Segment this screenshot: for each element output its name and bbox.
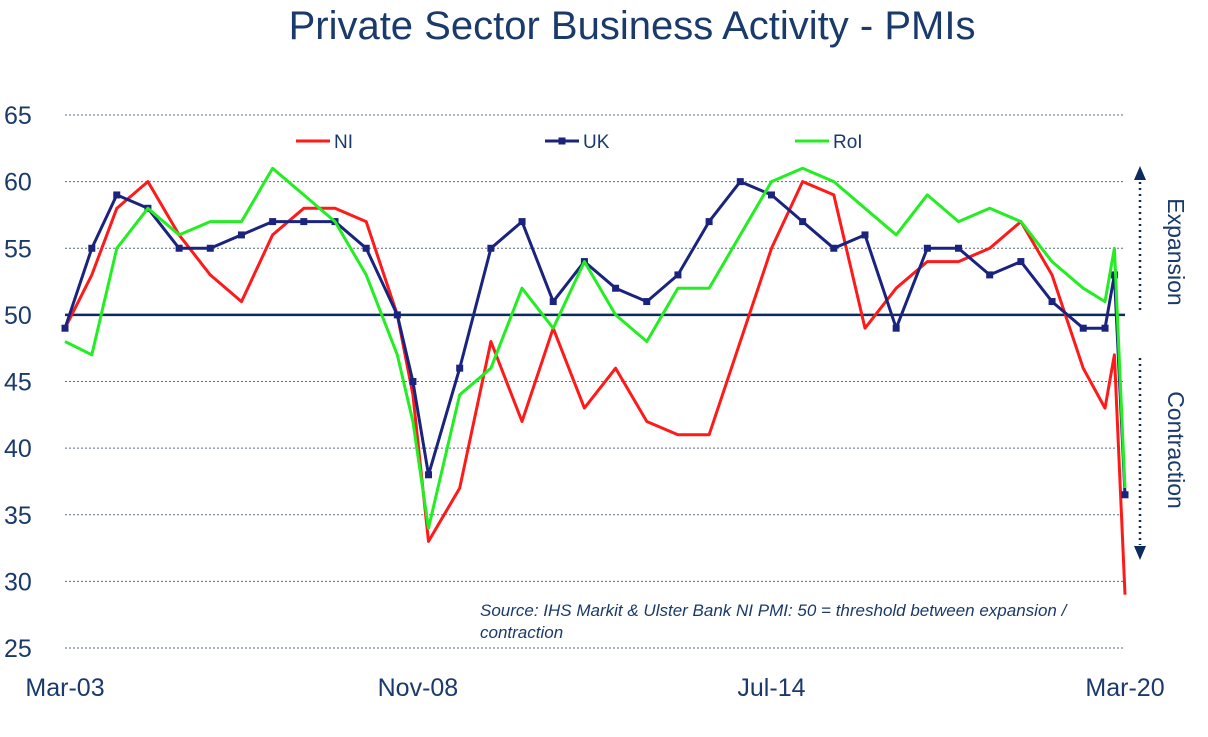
arrow-down-icon bbox=[1134, 546, 1146, 560]
series-uk-point bbox=[955, 244, 963, 252]
series-uk-point bbox=[1101, 324, 1109, 332]
contraction-label: Contraction bbox=[1163, 391, 1189, 509]
series-uk-point bbox=[799, 218, 807, 226]
series-uk-point bbox=[300, 218, 308, 226]
series-ni-line bbox=[63, 180, 1127, 595]
series-uk-point bbox=[487, 244, 495, 252]
series-uk-point bbox=[1121, 491, 1129, 499]
series-uk-point bbox=[1079, 324, 1087, 332]
y-tick-label: 35 bbox=[4, 502, 32, 530]
legend-item-uk: UK bbox=[545, 132, 610, 153]
series-lines bbox=[61, 166, 1129, 595]
series-uk-point bbox=[393, 311, 401, 319]
gridlines bbox=[65, 114, 1125, 649]
y-tick-label: 55 bbox=[4, 235, 32, 263]
x-tick-label: Mar-03 bbox=[25, 674, 104, 702]
source-note: Source: IHS Markit & Ulster Bank NI PMI:… bbox=[480, 601, 1067, 642]
series-uk-point bbox=[830, 244, 838, 252]
legend-label: RoI bbox=[833, 132, 863, 153]
legend-item-roi: RoI bbox=[795, 132, 863, 153]
series-uk-point bbox=[409, 378, 417, 385]
legend: NI UK RoI bbox=[296, 132, 863, 153]
series-uk-line bbox=[63, 180, 1127, 495]
series-uk-point bbox=[362, 244, 370, 252]
expansion-label: Expansion bbox=[1163, 198, 1189, 305]
y-tick-label: 65 bbox=[4, 102, 32, 130]
series-uk-point bbox=[612, 284, 620, 292]
y-tick-label: 50 bbox=[4, 302, 32, 330]
series-uk-point bbox=[456, 364, 464, 372]
expansion-contraction-annotation: Expansion Contraction bbox=[1134, 166, 1189, 560]
x-tick-label: Nov-08 bbox=[378, 674, 459, 702]
series-uk-point bbox=[643, 298, 651, 306]
legend-marker bbox=[558, 137, 566, 145]
series-uk-point bbox=[206, 244, 214, 252]
y-tick-label: 40 bbox=[4, 435, 32, 463]
series-uk-point bbox=[1017, 258, 1025, 266]
series-uk-point bbox=[175, 244, 183, 252]
series-uk-point bbox=[986, 271, 994, 279]
y-tick-label: 45 bbox=[4, 369, 32, 397]
series-uk-point bbox=[1048, 298, 1056, 306]
series-uk-point bbox=[892, 324, 900, 332]
series-uk-point bbox=[861, 231, 869, 239]
series-uk-point bbox=[113, 191, 121, 199]
y-tick-label: 60 bbox=[4, 169, 32, 197]
x-axis-tick-labels: Mar-03 Nov-08 Jul-14 Mar-20 bbox=[25, 674, 1164, 702]
series-uk-point bbox=[705, 218, 713, 226]
series-uk-point bbox=[88, 244, 96, 252]
series-roi-line bbox=[64, 166, 1127, 530]
legend-item-ni: NI bbox=[296, 132, 353, 153]
series-uk-point bbox=[237, 231, 245, 239]
series-uk-point bbox=[736, 178, 744, 186]
arrow-up-icon bbox=[1134, 166, 1146, 180]
series-uk-point bbox=[674, 271, 682, 279]
chart-title: Private Sector Business Activity - PMIs bbox=[288, 4, 976, 48]
x-tick-label: Mar-20 bbox=[1085, 674, 1164, 702]
series-uk-point bbox=[767, 191, 775, 199]
legend-label: NI bbox=[334, 132, 353, 153]
series-uk-point bbox=[269, 218, 277, 226]
y-tick-label: 30 bbox=[4, 568, 32, 596]
legend-label: UK bbox=[583, 132, 610, 153]
series-uk-point bbox=[61, 324, 69, 332]
x-tick-label: Jul-14 bbox=[737, 674, 805, 702]
series-uk-point bbox=[425, 471, 433, 479]
series-uk-point bbox=[549, 298, 557, 306]
y-axis-tick-labels: 25 30 35 40 45 50 55 60 65 bbox=[4, 102, 32, 663]
series-uk-point bbox=[923, 244, 931, 252]
y-tick-label: 25 bbox=[4, 635, 32, 663]
series-uk-point bbox=[518, 218, 526, 226]
